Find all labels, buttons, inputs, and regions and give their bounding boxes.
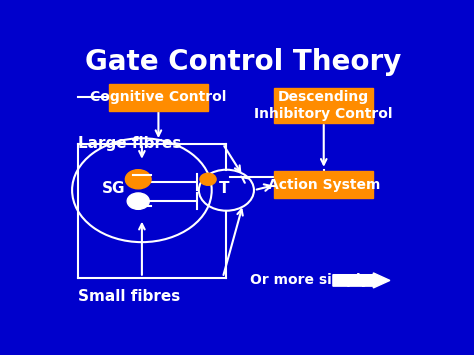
FancyBboxPatch shape xyxy=(274,88,374,123)
Text: Large fibres: Large fibres xyxy=(78,136,181,151)
Text: Action System: Action System xyxy=(267,178,380,192)
Text: Or more simply: Or more simply xyxy=(250,273,370,288)
FancyArrow shape xyxy=(333,273,390,288)
Text: Cognitive Control: Cognitive Control xyxy=(90,90,227,104)
FancyBboxPatch shape xyxy=(274,171,374,198)
FancyBboxPatch shape xyxy=(109,84,208,111)
Text: Small fibres: Small fibres xyxy=(78,289,180,304)
Text: Descending
Inhibitory Control: Descending Inhibitory Control xyxy=(255,91,393,121)
Text: Gate Control Theory: Gate Control Theory xyxy=(85,48,401,76)
Circle shape xyxy=(125,170,151,189)
Text: T: T xyxy=(219,181,229,196)
Circle shape xyxy=(127,193,149,209)
Circle shape xyxy=(200,173,216,185)
Text: SG: SG xyxy=(101,181,125,196)
